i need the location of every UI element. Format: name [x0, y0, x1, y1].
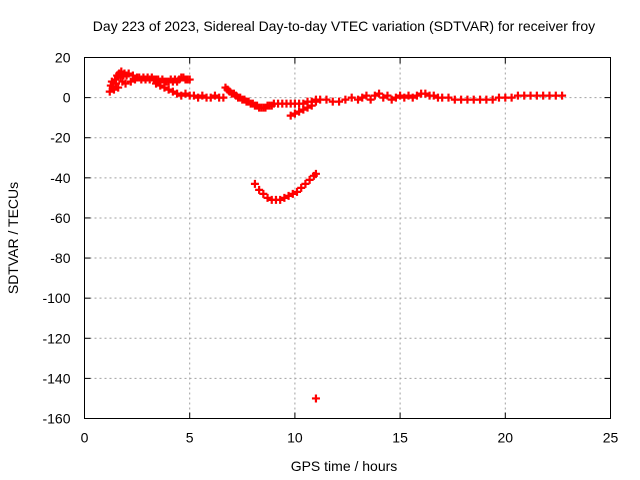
data-point [114, 83, 123, 92]
data-point [112, 79, 121, 88]
data-point [210, 91, 219, 100]
data-point [121, 79, 130, 88]
data-point [263, 193, 272, 202]
data-point [198, 91, 207, 100]
y-tick-label: -20 [50, 130, 70, 146]
data-point [194, 93, 203, 102]
data-points [105, 67, 567, 403]
y-tick-label: 0 [63, 90, 71, 106]
data-point [301, 179, 310, 188]
data-point [290, 109, 299, 118]
data-point [507, 93, 516, 102]
data-point [303, 103, 312, 112]
data-point [297, 183, 306, 192]
y-tick-label: 20 [55, 50, 71, 66]
data-point [404, 91, 413, 100]
data-point [354, 95, 363, 104]
x-tick-label: 20 [498, 430, 514, 446]
data-point [206, 93, 215, 102]
grid [84, 57, 611, 419]
data-point [286, 111, 295, 120]
data-point [421, 89, 430, 98]
data-point [311, 394, 320, 403]
data-point [276, 195, 285, 204]
data-point [295, 107, 304, 116]
chart-title: Day 223 of 2023, Sidereal Day-to-day VTE… [93, 18, 595, 34]
data-point [391, 93, 400, 102]
data-point [370, 91, 379, 100]
x-axis-label: GPS time / hours [291, 458, 398, 474]
y-tick-label: -60 [50, 210, 70, 226]
data-point [408, 93, 417, 102]
data-point [255, 185, 264, 194]
data-point [284, 191, 293, 200]
data-point [412, 91, 421, 100]
data-point [219, 93, 228, 102]
data-point [177, 91, 186, 100]
data-point [429, 91, 438, 100]
data-point [128, 71, 137, 80]
data-point [400, 93, 409, 102]
y-axis-label: SDTVAR / TECUs [5, 182, 21, 294]
x-tick-label: 15 [392, 430, 408, 446]
data-point [173, 89, 182, 98]
data-point [280, 193, 289, 202]
y-tick-label: -100 [42, 290, 70, 306]
data-point [288, 189, 297, 198]
data-point [164, 85, 173, 94]
data-point [341, 95, 350, 104]
data-point [160, 83, 169, 92]
data-point [375, 89, 384, 98]
x-tick-label: 10 [287, 430, 303, 446]
axis-ticks: 0 5 10 15 20 25 20 0 -20 -40 -60 -80 -100 -120 -140 -16… [42, 50, 618, 446]
data-point [307, 101, 316, 110]
y-tick-label: -120 [42, 330, 70, 346]
data-point [387, 95, 396, 104]
data-point [396, 91, 405, 100]
y-tick-label: -80 [50, 250, 70, 266]
data-point [156, 81, 165, 90]
y-tick-label: -160 [42, 411, 70, 427]
data-point [558, 91, 567, 100]
data-point [366, 95, 375, 104]
data-point [299, 105, 308, 114]
data-point [185, 75, 194, 84]
data-point [322, 95, 331, 104]
data-point [293, 187, 302, 196]
data-point [444, 93, 453, 102]
data-point [124, 69, 133, 78]
data-point [109, 85, 118, 94]
data-point [152, 79, 161, 88]
data-point [311, 97, 320, 106]
data-point [488, 95, 497, 104]
data-point [168, 87, 177, 96]
data-point [335, 97, 344, 106]
data-point [189, 91, 198, 100]
data-point [181, 89, 190, 98]
data-point [379, 93, 388, 102]
y-tick-label: -40 [50, 170, 70, 186]
x-tick-label: 5 [186, 430, 194, 446]
data-point [311, 169, 320, 178]
data-point [305, 175, 314, 184]
plot-border [84, 57, 611, 419]
data-point [250, 179, 259, 188]
data-point [126, 77, 135, 86]
data-point [347, 93, 356, 102]
data-point [383, 91, 392, 100]
y-tick-label: -140 [42, 370, 70, 386]
x-tick-label: 25 [603, 430, 619, 446]
x-tick-label: 0 [81, 430, 89, 446]
data-point [358, 93, 367, 102]
data-point [259, 189, 268, 198]
data-point [362, 91, 371, 100]
